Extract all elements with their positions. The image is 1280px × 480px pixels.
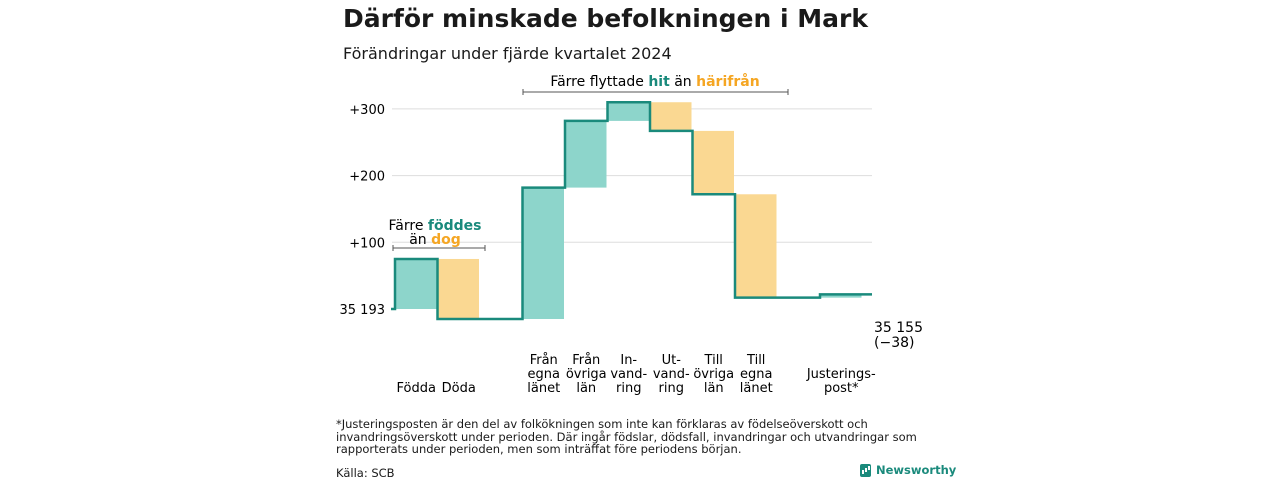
chart-title: Därför minskade befolkningen i Mark xyxy=(343,4,868,33)
category-label: Till xyxy=(704,353,723,368)
category-label: vand- xyxy=(610,367,647,382)
category-labels: Födda DödaFrånegnalänetFrånövrigalänIn-va… xyxy=(397,353,876,396)
migr-mid: än xyxy=(670,74,696,90)
category-label: Justerings- xyxy=(806,367,876,382)
category-label: Till xyxy=(746,353,765,368)
bar xyxy=(736,194,777,298)
category-label: länet xyxy=(527,381,560,396)
category-label: län xyxy=(704,381,724,396)
born-annotation-line2: än dog xyxy=(409,232,461,248)
footnote: *Justeringsposten är den del av folkökni… xyxy=(336,417,917,456)
died-key: dog xyxy=(431,232,461,248)
category-label: ring xyxy=(616,381,641,396)
category-label: länet xyxy=(740,381,773,396)
bar xyxy=(651,102,692,131)
y-tick-label: +100 xyxy=(349,236,385,251)
brand-name: Newsworthy xyxy=(876,463,957,477)
born-pre: Färre xyxy=(389,218,428,234)
bars xyxy=(391,100,872,321)
category-label: In- xyxy=(620,353,637,368)
category-label: vand- xyxy=(653,367,690,382)
migr-pre: Färre flyttade xyxy=(550,74,648,90)
migration-annotation: Färre flyttade hit än härifrån xyxy=(522,73,789,95)
category-label: övriga xyxy=(693,367,734,382)
died-pre: än xyxy=(409,232,431,248)
migr-key2: härifrån xyxy=(696,73,760,90)
source-label: Källa: SCB xyxy=(336,466,395,480)
category-label: post* xyxy=(824,381,859,396)
chart-subtitle: Förändringar under fjärde kvartalet 2024 xyxy=(343,44,672,63)
start-value-label: 35 193 xyxy=(340,303,386,318)
category-label: Döda xyxy=(442,381,476,396)
bar xyxy=(608,102,649,121)
bar xyxy=(693,130,734,195)
bar xyxy=(523,187,564,320)
born-died-annotation: Färre föddes än dog xyxy=(389,218,486,251)
end-change-label: (−38) xyxy=(874,335,914,351)
bar xyxy=(438,258,479,320)
category-label: egna xyxy=(740,367,772,382)
bar-chart-icon xyxy=(860,463,871,477)
step-line xyxy=(391,100,872,321)
category-label: Från xyxy=(572,353,600,368)
category-label: Från xyxy=(530,353,558,368)
y-tick-label: +200 xyxy=(349,170,385,185)
category-label: övriga xyxy=(566,367,607,382)
end-value-label: 35 155 xyxy=(874,320,923,336)
waterfall-chart: +100+200+300 Födda DödaFrånegnalänetFrånö… xyxy=(340,73,924,396)
born-key: föddes xyxy=(428,218,482,234)
born-annotation-line1: Färre föddes xyxy=(389,218,482,234)
bar xyxy=(396,258,437,309)
migr-key1: hit xyxy=(648,74,670,90)
category-label: egna xyxy=(528,367,560,382)
category-label: Födda xyxy=(397,381,436,396)
y-tick-label: +300 xyxy=(349,103,385,118)
category-label: Ut- xyxy=(662,353,682,368)
bar xyxy=(821,294,862,298)
category-label: ring xyxy=(659,381,684,396)
migration-annotation-text: Färre flyttade hit än härifrån xyxy=(550,73,759,90)
bar xyxy=(566,120,607,188)
y-axis-labels: +100 +200 +300 xyxy=(349,103,385,251)
category-label: län xyxy=(576,381,596,396)
brand-logo[interactable]: Newsworthy xyxy=(860,463,956,477)
